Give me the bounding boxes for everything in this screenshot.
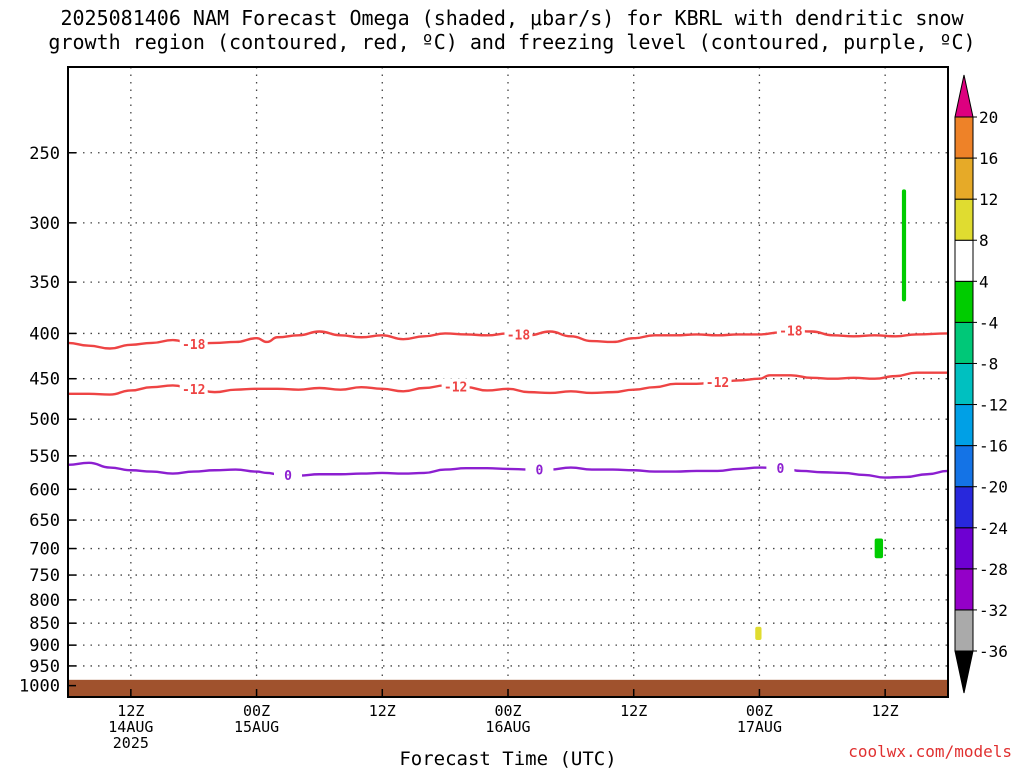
colorbar-tick-label: 12 [979,190,998,209]
colorbar-tick-label: 16 [979,149,998,168]
plot-area: -18 -18 -18 -12 -12 -12 0 0 0 250 300 350 400 450 500 5… [19,66,949,768]
colorbar-segment [954,486,974,529]
x-tick-label: 16AUG [485,718,530,736]
chart-title: 2025081406 NAM Forecast Omega (shaded, μ… [0,6,1024,54]
colorbar-segment [954,157,974,200]
x-tick-label: 15AUG [234,718,279,736]
colorbar-tick-label: -12 [979,396,1008,415]
chart-title-line-2: growth region (contoured, red, ºC) and f… [48,30,976,54]
contour-label-bg [703,374,732,391]
contour-label-bg [504,326,533,343]
x-tick-label: 00Z [494,702,521,720]
y-tick-label: 500 [29,410,60,430]
omega-shaded-area [755,626,762,640]
y-tick-label: 400 [29,324,60,344]
contour-label-bg [179,380,208,397]
x-tick-label: 17AUG [737,718,782,736]
colorbar-segment [954,116,974,159]
colorbar-tick-label: -16 [979,437,1008,456]
colorbar-under-triangle [954,650,974,694]
colorbar-segment [954,280,974,323]
contour-label: 0 [284,469,292,484]
contour-label-bg [441,378,470,395]
x-axis-label: Forecast Time (UTC) [399,748,616,768]
colorbar-tick-label: -32 [979,601,1008,620]
contour-label: 0 [776,462,784,477]
colorbar-segment [954,609,974,652]
omega-colorbar: -36 -32 -28 -24 -20 -16 -12 -8 -4 4 8 12 16 20 [954,74,1008,694]
y-tick-label: 250 [29,144,60,164]
contour-label: -18 [182,338,206,353]
contour-label-bg [776,322,805,339]
y-tick-label: 850 [29,614,60,634]
contour-line-0 [67,461,949,479]
y-tick-label: 950 [29,657,60,677]
x-tick-label: 12Z [117,702,144,720]
colorbar-tick-label: -20 [979,478,1008,497]
colorbar-segment [954,404,974,447]
colorbar-tick-label: -8 [979,354,998,373]
contour-label-bg [179,335,208,352]
omega-shaded-area [901,189,907,302]
site-credit: coolwx.com/models [848,742,1012,761]
colorbar-segment [954,239,974,282]
colorbar-tick-label: 20 [979,108,998,127]
y-tick-label: 650 [29,511,60,531]
colorbar-tick-label: -28 [979,560,1008,579]
contour-label-bg [766,460,795,477]
contour-label: -12 [706,376,729,391]
colorbar-tick-label: -4 [979,313,998,332]
colorbar-tick-label: 4 [979,272,989,291]
colorbar-segment [954,527,974,570]
y-tick-label: 1000 [19,677,60,697]
omega-shaded-area [874,538,884,559]
x-tick-label: 12Z [369,702,396,720]
contour-line-minus12 [68,371,948,396]
colorbar-segment [954,445,974,488]
colorbar-segment [954,568,974,611]
x-tick-label: 12Z [620,702,647,720]
x-tick-label: 12Z [872,702,899,720]
contour-label: -18 [779,325,803,340]
x-tick-label: 14AUG [108,718,153,736]
colorbar-over-triangle [954,74,974,118]
y-tick-label: 750 [29,566,60,586]
y-tick-label: 700 [29,540,60,560]
contour-label: -12 [182,383,205,398]
colorbar-segment [954,362,974,406]
y-tick-label: 450 [29,370,60,390]
y-tick-label: 900 [29,636,60,656]
contour-label: -12 [444,380,467,395]
y-tick-label: 350 [29,273,60,293]
x-tick-label: 2025 [113,734,149,752]
y-tick-label: 800 [29,591,60,611]
contour-label: 0 [536,464,544,479]
y-tick-label: 300 [29,214,60,234]
contour-label-bg [274,466,302,483]
colorbar-tick-label: -24 [979,519,1008,538]
ground-fill [68,679,948,697]
colorbar-segment [954,321,974,364]
x-tick-label: 00Z [746,702,773,720]
contour-label-bg [525,461,554,478]
colorbar-tick-label: 8 [979,231,989,250]
y-tick-label: 550 [29,447,60,467]
y-tick-label: 600 [29,480,60,500]
colorbar-segment [954,198,974,241]
chart-title-line-1: 2025081406 NAM Forecast Omega (shaded, μ… [60,6,964,30]
contour-label: -18 [507,328,531,343]
x-tick-label: 00Z [243,702,270,720]
colorbar-tick-label: -36 [979,642,1008,661]
